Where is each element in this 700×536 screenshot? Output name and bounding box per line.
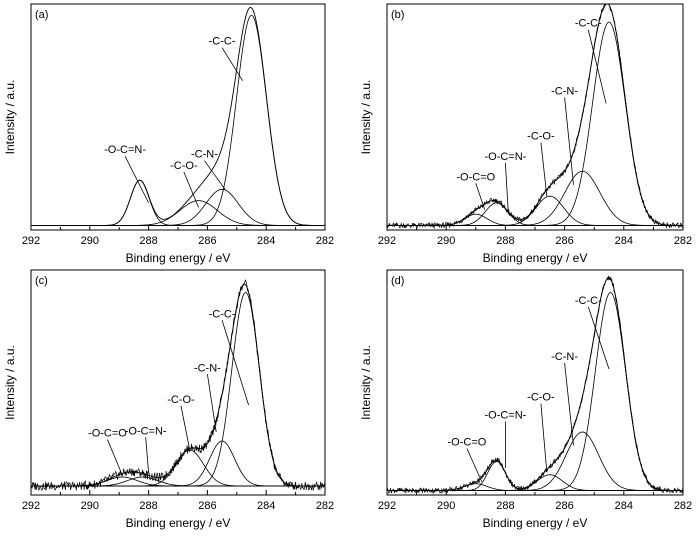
- x-tick-label: 282: [674, 500, 692, 512]
- x-tick-label: 292: [22, 235, 40, 247]
- peak-annotation: -C-O-: [527, 131, 555, 143]
- x-tick-label: 288: [139, 235, 157, 247]
- measured-spectrum: [387, 4, 683, 230]
- component-peak: [387, 195, 683, 226]
- x-tick-label: 284: [615, 235, 633, 247]
- x-tick-label: 286: [555, 500, 573, 512]
- annotation-leader: [107, 439, 123, 475]
- component-peak: [31, 200, 325, 226]
- curves: [31, 6, 325, 226]
- x-tick-label: 284: [257, 235, 275, 247]
- x-tick-label: 282: [316, 235, 334, 247]
- panel-c: (c) 292 290 288 286 284 282 Binding energy / eV…: [3, 269, 334, 530]
- annotation-leader: [540, 403, 548, 473]
- annotation-leader: [207, 374, 217, 433]
- annotation-leader: [564, 362, 574, 446]
- panel-b: (b) 292 290 288 286 284 282 Binding energy / eV…: [359, 3, 692, 265]
- peak-annotation: -C-O-: [527, 392, 555, 404]
- peak-annotation: -O-C=N-: [104, 144, 146, 156]
- fit-envelope: [31, 6, 325, 226]
- x-axis-label: Binding energy / eV: [126, 251, 231, 265]
- x-tick-label: 286: [555, 235, 573, 247]
- measured-spectrum: [387, 275, 683, 495]
- x-axis-label: Binding energy / eV: [483, 516, 588, 530]
- component-peak: [31, 179, 325, 226]
- panel-label: (b): [391, 9, 404, 21]
- panel-d: (d) 292 290 288 286 284 282 Binding energy / eV…: [359, 269, 692, 530]
- x-axis-label: Binding energy / eV: [483, 251, 588, 265]
- fit-envelope: [31, 283, 325, 487]
- annotation-leader: [221, 320, 249, 406]
- plot-frame: [386, 269, 684, 496]
- x-tick-label: 282: [316, 500, 334, 512]
- plot-frame: [386, 3, 684, 231]
- x-axis-label: Binding energy / eV: [126, 516, 231, 530]
- measured-spectrum: [31, 279, 325, 492]
- annotation-leader: [124, 155, 149, 204]
- component-peak: [31, 292, 325, 487]
- peak-annotation: -O-C=O: [456, 171, 495, 183]
- peak-annotation: -C-N-: [551, 351, 578, 363]
- component-peak: [387, 460, 683, 491]
- x-tick-label: 292: [378, 235, 396, 247]
- x-tick-label: 292: [22, 500, 40, 512]
- panel-label: (d): [391, 275, 404, 287]
- peak-annotation: -O-C=N-: [484, 410, 526, 422]
- x-tick-label: 288: [496, 235, 514, 247]
- x-tick-label: 292: [378, 500, 396, 512]
- peak-annotation: -C-O-: [170, 160, 198, 172]
- peak-annotation: -C-N-: [551, 85, 578, 97]
- peak-annotation: -C-N-: [194, 362, 221, 374]
- annotation-leader: [145, 437, 149, 473]
- peak-annotation: -C-C-: [575, 18, 602, 30]
- y-axis-label: Intensity / a.u.: [359, 80, 373, 155]
- x-tick-label: 288: [139, 500, 157, 512]
- panel-label: (a): [35, 9, 48, 21]
- x-tick-label: 288: [496, 500, 514, 512]
- peak-annotation: -C-C-: [209, 308, 236, 320]
- peak-annotation: -C-C-: [575, 295, 602, 307]
- annotation-leader: [466, 448, 483, 482]
- x-tick-label: 286: [198, 235, 216, 247]
- fit-envelope: [387, 4, 683, 226]
- x-tick-label: 284: [257, 500, 275, 512]
- panel-a: (a) 292 290 288 286 284 282 Binding energy / eV…: [3, 3, 334, 265]
- annotation-leader: [183, 171, 199, 208]
- fit-envelope: [387, 277, 683, 491]
- annotation-leader: [564, 97, 574, 185]
- x-tick-label: 290: [437, 500, 455, 512]
- peak-annotation: -C-N-: [191, 149, 218, 161]
- x-tick-label: 284: [615, 500, 633, 512]
- annotation-leader: [540, 142, 548, 197]
- peak-annotation: -O-C=O: [448, 437, 487, 449]
- annotation-leader: [475, 183, 486, 210]
- annotation-leader: [180, 405, 191, 451]
- curves: [387, 4, 683, 230]
- x-tick-label: 282: [674, 235, 692, 247]
- y-axis-label: Intensity / a.u.: [3, 345, 17, 420]
- x-tick-label: 286: [198, 500, 216, 512]
- y-axis-label: Intensity / a.u.: [3, 80, 17, 155]
- annotation-leader: [221, 47, 244, 82]
- x-tick-label: 290: [437, 235, 455, 247]
- peak-annotation: -O-C=N-: [484, 151, 526, 163]
- panel-label: (c): [35, 275, 48, 287]
- peak-annotation: -O-C=O: [88, 428, 127, 440]
- y-axis-label: Intensity / a.u.: [359, 345, 373, 420]
- annotation-leader: [587, 29, 607, 104]
- component-peak: [387, 170, 683, 226]
- peak-annotation: -C-C-: [209, 36, 236, 48]
- annotation-leader: [505, 162, 509, 215]
- peak-annotation: -O-C=N-: [125, 425, 167, 437]
- x-tick-label: 290: [81, 235, 99, 247]
- peak-annotation: -C-O-: [167, 394, 195, 406]
- annotation-leader: [204, 160, 226, 190]
- x-tick-label: 290: [81, 500, 99, 512]
- curves: [31, 279, 325, 492]
- component-peak: [31, 449, 325, 487]
- component-peak: [387, 21, 683, 226]
- curves: [387, 275, 683, 495]
- annotation-leader: [587, 306, 610, 370]
